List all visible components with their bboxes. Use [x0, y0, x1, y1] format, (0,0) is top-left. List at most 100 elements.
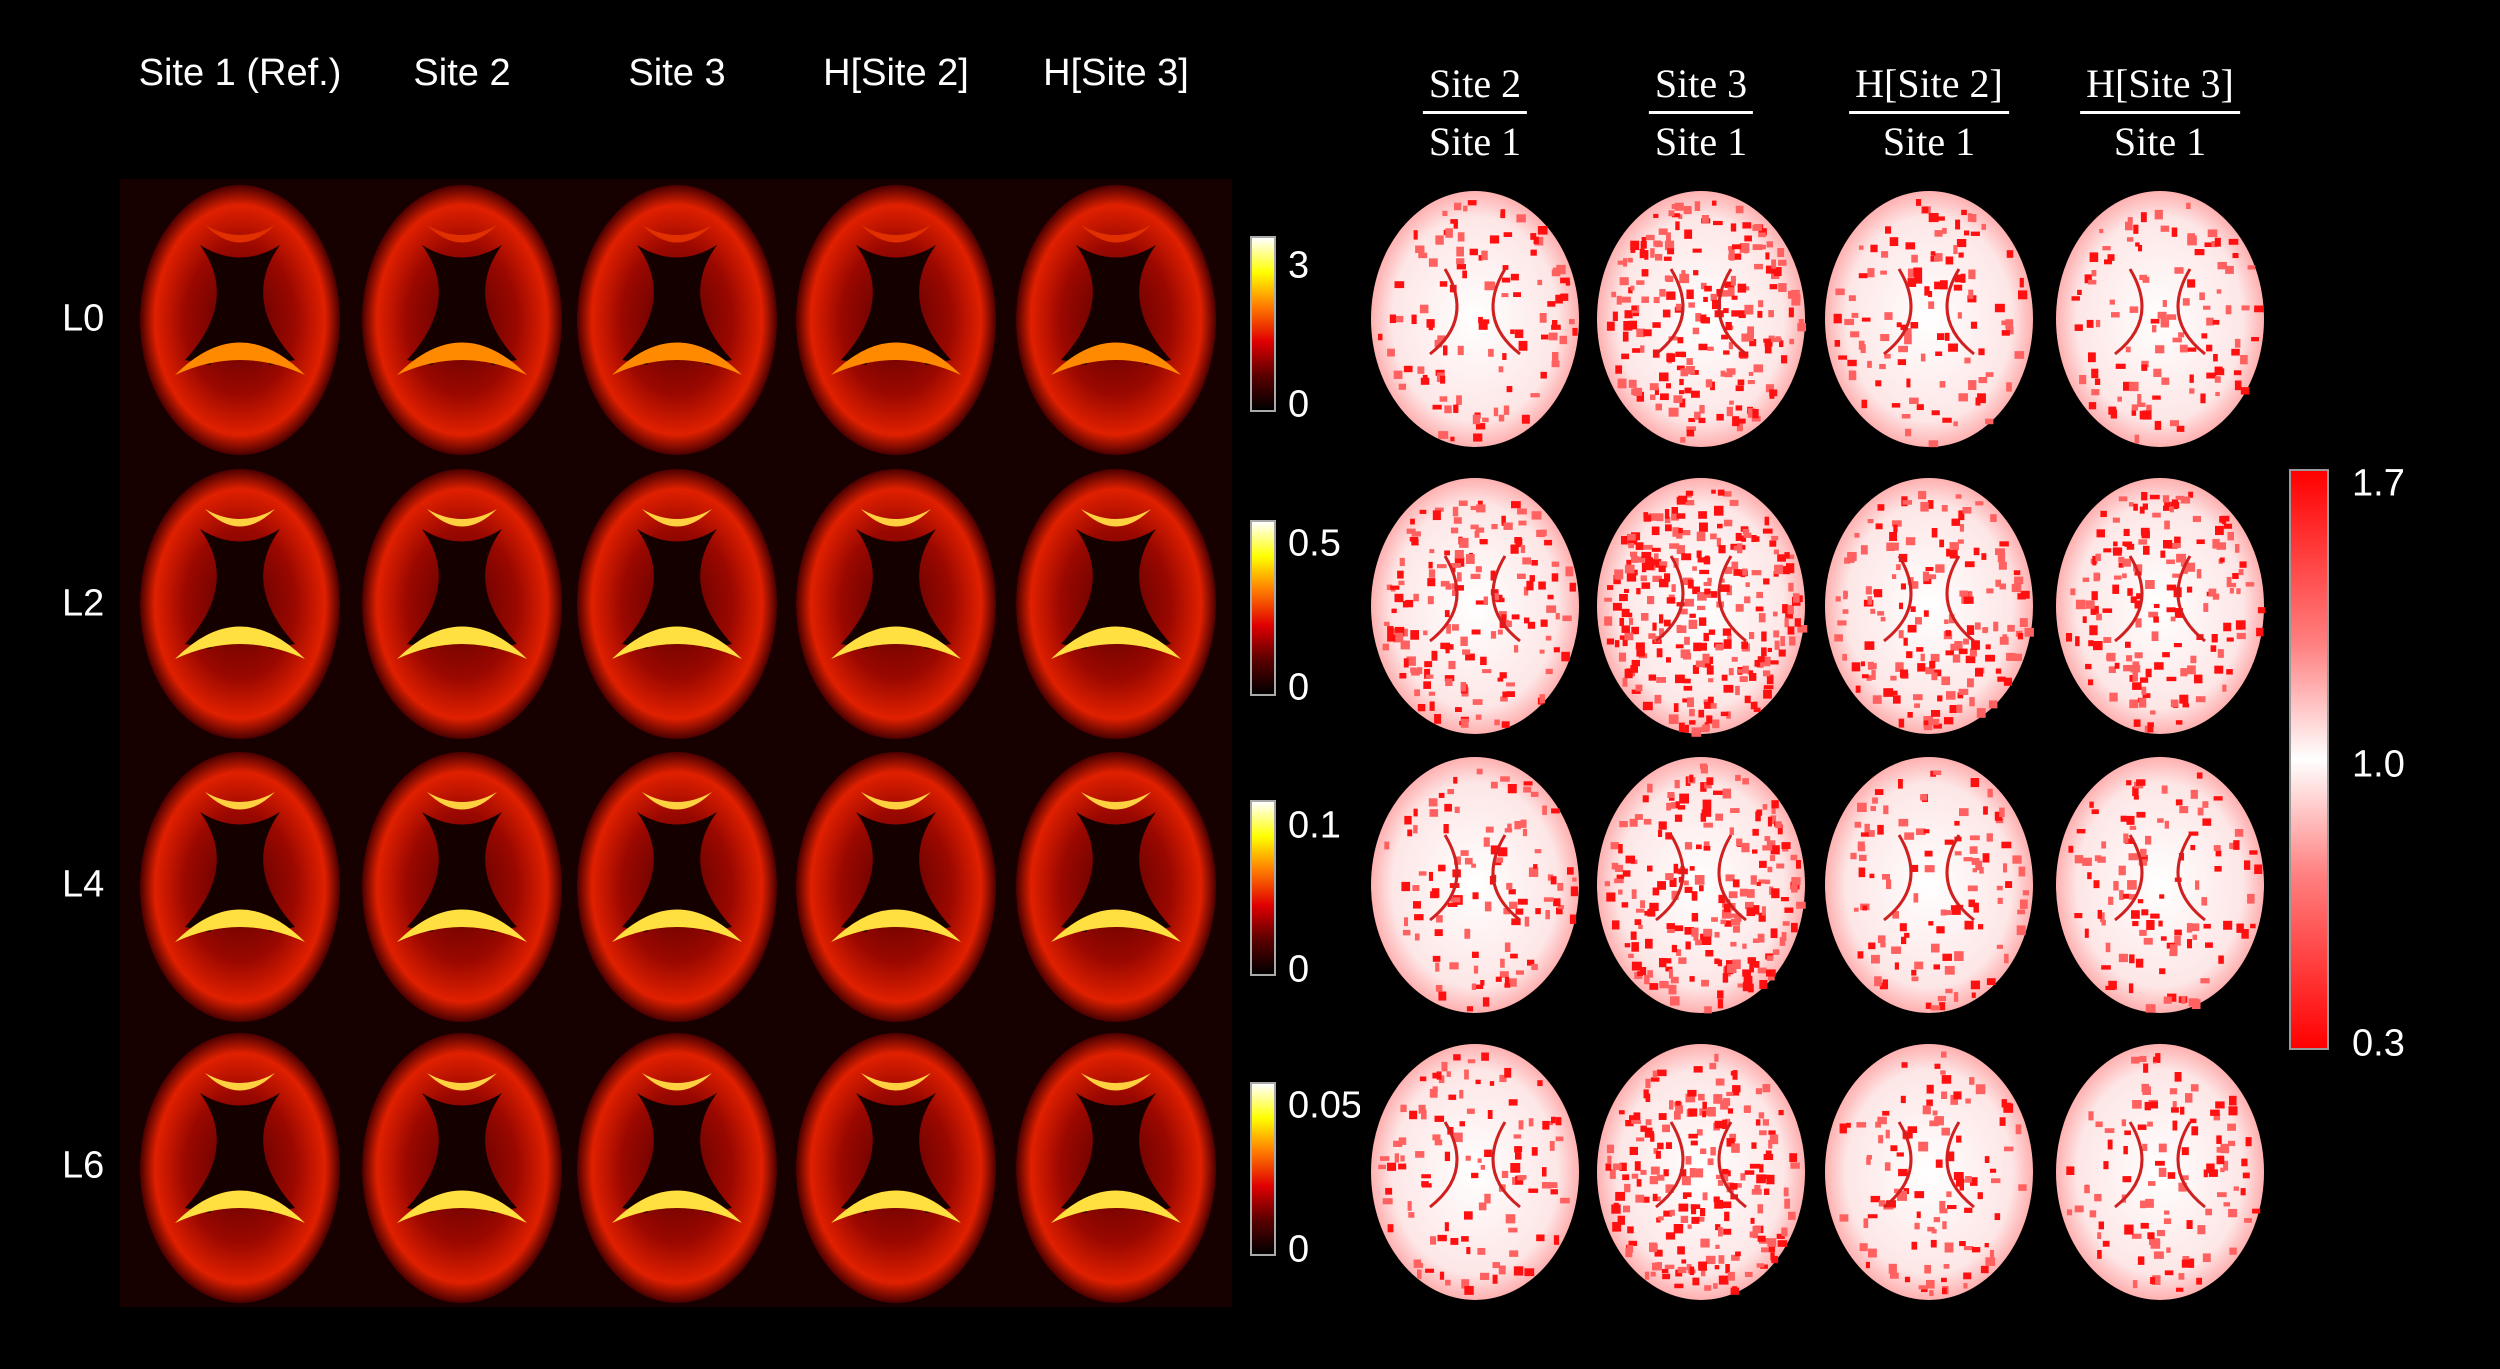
ratio-brain-image [1371, 191, 1579, 447]
ratio-voxel [2013, 653, 2023, 661]
ratio-voxel [1904, 832, 1915, 840]
ratio-voxel [1727, 633, 1732, 642]
ratio-voxel [1681, 270, 1686, 275]
ratio-voxel [1489, 1081, 1495, 1086]
ratio-voxel [1884, 353, 1891, 359]
ratio-voxel [2132, 1100, 2142, 1109]
colorbar-l0-max: 3 [1288, 244, 1310, 287]
ratio-voxel [1511, 501, 1521, 509]
ratio-voxel [1788, 307, 1794, 318]
ratio-voxel [1675, 644, 1684, 649]
ratio-voxel [1898, 818, 1909, 827]
ratio-voxel [1501, 293, 1509, 298]
ratio-voxel [1460, 682, 1467, 692]
ratio-voxel [1629, 1115, 1636, 1124]
ratio-voxel [2113, 547, 2122, 556]
ratio-voxel [2226, 582, 2237, 588]
ratio-voxel [1633, 387, 1643, 396]
ratio-voxel [1904, 932, 1910, 938]
ratio-voxel [1415, 1151, 1425, 1158]
ratio-voxel [2155, 345, 2165, 354]
ratio-voxel [1412, 885, 1420, 892]
ratio-voxel [1695, 313, 1702, 322]
ratio-voxel [1518, 1120, 1524, 1130]
ratio-voxel [1418, 871, 1427, 876]
ratio-voxel [2160, 936, 2167, 941]
ratio-voxel [1704, 588, 1711, 595]
ratio-voxel [2074, 324, 2083, 331]
ratio-voxel [1941, 1127, 1950, 1136]
ratio-voxel [1697, 642, 1707, 651]
ratio-voxel [2130, 596, 2137, 603]
ratio-voxel [2228, 238, 2239, 245]
ratio-voxel [1720, 711, 1729, 717]
ratio-voxel [1622, 677, 1628, 687]
ratio-voxel [1851, 662, 1861, 672]
ratio-voxel [1750, 1217, 1755, 1224]
ratio-voxel [1676, 545, 1686, 555]
ratio-voxel [2169, 951, 2178, 957]
ratio-voxel [1629, 1146, 1638, 1156]
ratio-voxel [1699, 522, 1708, 532]
ratio-voxel [1967, 213, 1972, 222]
ratio-voxel [1624, 668, 1633, 679]
ratio-voxel [1434, 929, 1443, 937]
ratio-voxel [1771, 888, 1780, 899]
ratio-voxel [1953, 245, 1958, 255]
ratio-voxel [1700, 1238, 1710, 1248]
fod-brain-image [140, 469, 340, 739]
ratio-voxel [1767, 866, 1773, 873]
ratio-voxel [2085, 600, 2095, 609]
ratio-voxel [1664, 1264, 1675, 1269]
ratio-voxel [1914, 275, 1923, 284]
ratio-voxel [2164, 501, 2171, 507]
ratio-voxel [1967, 678, 1974, 688]
ratio-voxel [1948, 614, 1955, 624]
ratio-voxel [1677, 805, 1686, 810]
ratio-voxel [1666, 802, 1671, 811]
ratio-voxel [2150, 1277, 2156, 1285]
ratio-voxel [1723, 491, 1732, 497]
ratio-voxel [2228, 1106, 2238, 1116]
ratio-voxel [2088, 279, 2097, 285]
ratio-voxel [1927, 1226, 1935, 1232]
ratio-voxel [2232, 253, 2239, 259]
ratio-voxel [1614, 878, 1624, 884]
ratio-voxel [1720, 919, 1726, 925]
ratio-voxel [2175, 495, 2185, 500]
ratio-voxel [1850, 852, 1857, 860]
ratio-voxel [1670, 996, 1680, 1006]
ratio-voxel [1769, 284, 1778, 290]
ratio-voxel [2206, 1163, 2215, 1174]
ratio-voxel [2011, 583, 2022, 593]
ratio-voxel [1721, 290, 1729, 297]
ratio-voxel [1965, 1098, 1971, 1104]
ratio-voxel [1941, 505, 1948, 512]
ratio-voxel [1978, 924, 1984, 930]
ratio-voxel [2147, 725, 2154, 733]
ratio-voxel [1910, 864, 1919, 872]
ratio-voxel [1393, 370, 1403, 379]
ratio-voxel [2109, 692, 2118, 702]
ratio-voxel [1434, 1139, 1443, 1146]
ratio-voxel [2098, 1221, 2104, 1230]
colorbar-l2-max: 0.5 [1288, 522, 1341, 565]
ratio-voxel [1761, 631, 1767, 642]
ratio-voxel [1778, 649, 1786, 657]
ratio-voxel [2102, 1240, 2110, 1247]
ratio-voxel [1732, 925, 1741, 933]
ratio-voxel [2202, 818, 2212, 826]
ratio-colorbar [2289, 469, 2329, 1050]
ratio-voxel [1654, 559, 1662, 568]
ratio-voxel [2214, 665, 2224, 674]
ratio-voxel [1893, 695, 1901, 704]
ratio-voxel [1766, 840, 1776, 847]
ratio-voxel [1471, 629, 1481, 635]
ratio-voxel [1744, 235, 1752, 242]
colorbar-l4 [1250, 800, 1276, 976]
ratio-voxel [1968, 380, 1977, 390]
ratio-voxel [1530, 233, 1537, 240]
ratio-voxel [1751, 570, 1762, 576]
ratio-voxel [1636, 1137, 1645, 1142]
ratio-voxel [1624, 943, 1631, 948]
